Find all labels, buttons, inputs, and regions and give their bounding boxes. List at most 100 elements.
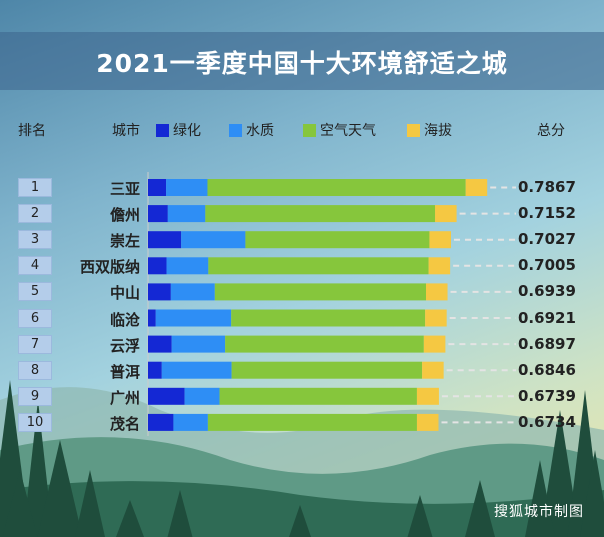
bar-segment-绿化 (148, 413, 174, 431)
bar-segment-水质 (155, 309, 232, 327)
city-header: 城市 (112, 123, 140, 139)
bar-segment-水质 (161, 361, 232, 379)
bar-segment-绿化 (148, 387, 185, 405)
legend-label: 海拔 (424, 123, 452, 139)
rank-badge: 6 (18, 308, 52, 328)
tree-icon (167, 490, 193, 537)
bar-segment-绿化 (148, 257, 167, 275)
total-score: 0.6939 (518, 282, 576, 301)
legend-water: 水质 (229, 120, 274, 140)
total-score: 0.6921 (518, 308, 576, 327)
bar-segment-绿化 (148, 231, 182, 249)
total-score: 0.6897 (518, 334, 576, 353)
legend-swatch (407, 123, 420, 137)
bar-segment-绿化 (148, 309, 156, 327)
bar-segment-水质 (171, 335, 226, 353)
bar-segment-空气天气 (208, 257, 429, 275)
bar-segment-绿化 (148, 361, 162, 379)
bar-segment-海拔 (422, 361, 444, 379)
tree-icon (75, 470, 105, 537)
city-label: 广州 (109, 388, 140, 407)
bar-segment-海拔 (425, 309, 447, 327)
rank-badge: 5 (18, 282, 52, 302)
legend-label: 空气天气 (320, 123, 376, 139)
bar-segment-空气天气 (207, 179, 466, 196)
bar-segment-空气天气 (219, 387, 417, 405)
city-label: 临沧 (109, 310, 140, 329)
tree-icon (37, 440, 83, 537)
rank-badge: 10 (18, 412, 52, 432)
total-score: 0.7027 (518, 230, 576, 249)
bar-segment-水质 (184, 387, 220, 405)
city-label: 三亚 (109, 180, 140, 198)
bar-segment-海拔 (429, 231, 451, 249)
rank-header: 排名 (18, 123, 46, 139)
bar-segment-水质 (166, 179, 208, 196)
bar-segment-水质 (181, 231, 246, 249)
bar-segment-空气天气 (214, 283, 426, 301)
total-score: 0.6846 (518, 360, 576, 379)
total-score: 0.7152 (518, 204, 576, 223)
tree-icon (465, 480, 495, 537)
bar-segment-绿化 (148, 179, 167, 196)
credit-text: 搜狐城市制图 (494, 504, 584, 520)
title-band (0, 32, 604, 90)
total-score: 0.6734 (518, 412, 576, 431)
chart-title: 2021一季度中国十大环境舒适之城 (96, 49, 508, 78)
score-header: 总分 (537, 123, 565, 139)
rank-badge: 9 (18, 386, 52, 406)
legend-air: 空气天气 (303, 120, 376, 140)
city-label: 中山 (109, 284, 140, 303)
bar-segment-海拔 (416, 387, 439, 405)
bar-segment-空气天气 (245, 231, 430, 249)
tree-icon (525, 460, 555, 537)
city-label: 普洱 (109, 362, 140, 381)
legend-greening: 绿化 (156, 120, 201, 140)
bar-segment-水质 (173, 413, 208, 431)
legend-swatch (303, 123, 316, 137)
legend-label: 水质 (246, 123, 274, 139)
bar-segment-空气天气 (225, 335, 424, 353)
city-label: 崇左 (109, 232, 140, 251)
bar-segment-空气天气 (207, 413, 417, 431)
tree-icon (289, 505, 311, 537)
bar-segment-绿化 (148, 335, 172, 353)
bar-segment-水质 (166, 257, 209, 275)
tree-icon (116, 500, 144, 537)
rank-badge: 4 (18, 256, 52, 276)
rank-badge: 8 (18, 360, 52, 380)
city-label: 西双版纳 (79, 258, 140, 277)
total-score: 0.6739 (518, 386, 576, 405)
total-score: 0.7005 (518, 256, 576, 275)
tree-icon (2, 470, 38, 537)
rank-badge: 7 (18, 334, 52, 354)
bar-segment-海拔 (435, 205, 457, 223)
legend-swatch (156, 123, 169, 137)
bar-segment-海拔 (416, 413, 439, 431)
tree-icon (540, 410, 580, 537)
bar-segment-空气天气 (231, 361, 423, 379)
tree-icon (407, 495, 433, 537)
rank-badge: 1 (18, 178, 52, 197)
bar-segment-绿化 (148, 205, 168, 223)
legend-swatch (229, 123, 242, 137)
city-label: 儋州 (109, 206, 140, 225)
bar-segment-海拔 (428, 257, 451, 275)
legend-altitude: 海拔 (407, 120, 452, 140)
bar-segment-空气天气 (231, 309, 426, 327)
city-label: 茂名 (109, 414, 140, 433)
total-score: 0.7867 (518, 178, 576, 196)
bar-segment-空气天气 (205, 205, 436, 223)
rank-badge: 2 (18, 204, 52, 224)
bar-segment-海拔 (425, 283, 448, 301)
bar-segment-水质 (170, 283, 215, 301)
bar-segment-绿化 (148, 283, 171, 301)
legend-label: 绿化 (173, 123, 201, 139)
bar-segment-海拔 (423, 335, 446, 353)
rank-badge: 3 (18, 230, 52, 250)
bar-segment-水质 (167, 205, 206, 223)
bar-segment-海拔 (465, 179, 488, 196)
city-label: 云浮 (109, 336, 140, 355)
